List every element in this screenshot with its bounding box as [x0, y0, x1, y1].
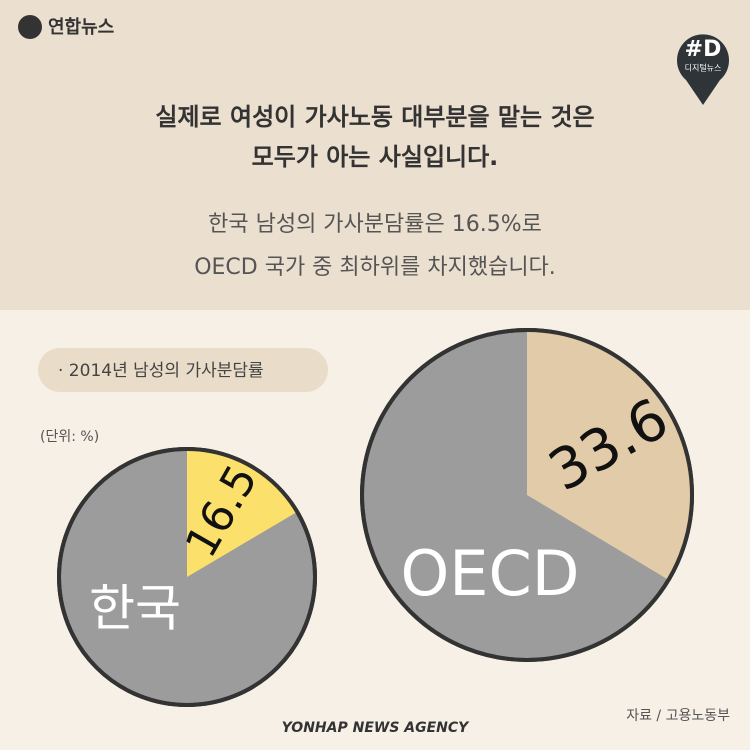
pie-label: 한국 — [89, 580, 181, 638]
badge: #D — [685, 37, 722, 62]
chart-title: · 2014년 남성의 가사분담률 — [58, 361, 264, 381]
chart-subtitle: (단위: %) — [40, 429, 99, 445]
top-band — [0, 0, 750, 310]
body-text: OECD 국가 중 최하위를 차지했습니다. — [194, 255, 556, 280]
pie-outline — [360, 328, 694, 662]
badge-pin — [677, 34, 730, 105]
source: 자료 / 고용노동부 — [626, 708, 730, 724]
legend-pill — [38, 348, 328, 392]
headline: 모두가 아는 사실입니다. — [252, 143, 499, 171]
pie-slice — [527, 330, 692, 580]
pie-label: OECD — [400, 537, 579, 610]
logo-icon — [18, 15, 42, 39]
footer: YONHAP NEWS AGENCY — [282, 720, 471, 736]
body-text: 한국 남성의 가사분담률은 16.5%로 — [208, 212, 542, 237]
headline: 실제로 여성이 가사노동 대부분을 맡는 것은 — [155, 103, 594, 131]
logo: 연합뉴스 — [48, 16, 114, 38]
pie-outline — [57, 447, 317, 707]
badge-sub: 디지털뉴스 — [685, 63, 722, 73]
